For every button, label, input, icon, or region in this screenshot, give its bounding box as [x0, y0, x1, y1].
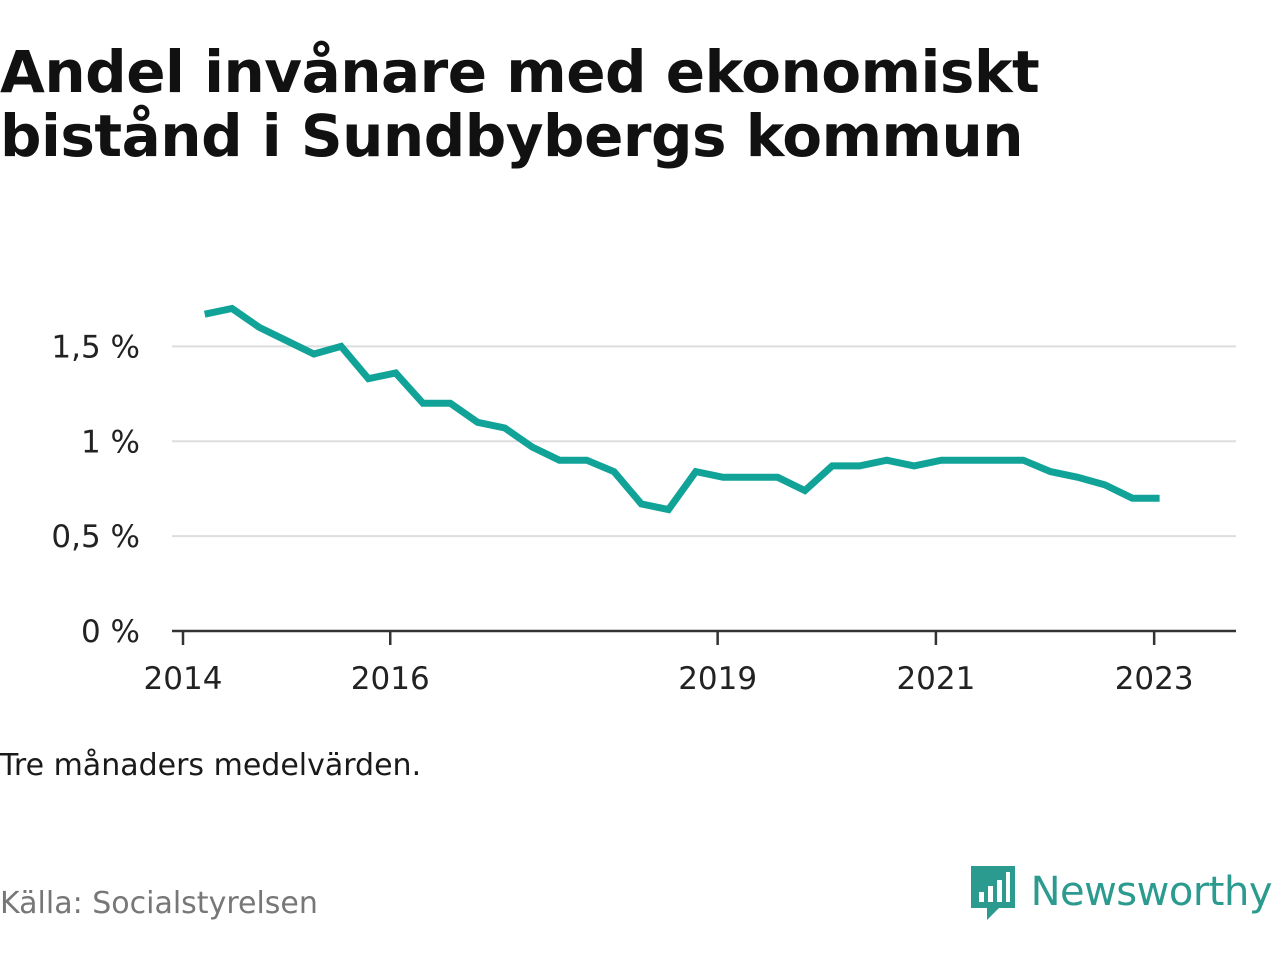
brand-logo: Newsworthy [967, 862, 1273, 922]
y-axis-tick-labels: 0 % 0,5 % 1 % 1,5 % [51, 329, 140, 650]
y-tick-label-1: 0,5 % [51, 519, 140, 555]
x-tick-label-4: 2023 [1115, 661, 1194, 697]
x-tick-label-1: 2016 [351, 661, 430, 697]
y-tick-label-0: 0 % [81, 614, 140, 650]
y-tick-label-3: 1,5 % [51, 329, 140, 365]
x-tick-label-2: 2019 [678, 661, 757, 697]
chart-title: Andel invånare med ekonomiskt bistånd i … [0, 38, 1040, 170]
chart-source: Källa: Socialstyrelsen [0, 886, 318, 921]
newsworthy-logo-icon [970, 866, 1015, 920]
x-tick-label-0: 2014 [144, 661, 223, 697]
y-tick-label-2: 1 % [81, 424, 140, 460]
x-axis-tick-labels: 2014 2016 2019 2021 2023 [144, 661, 1194, 697]
brand-name: Newsworthy [1030, 869, 1273, 915]
grid-lines [172, 345, 1236, 538]
x-axis [172, 629, 1236, 645]
x-tick-label-3: 2021 [896, 661, 975, 697]
series-line [203, 304, 1160, 514]
chart-note: Tre månaders medelvärden. [0, 748, 422, 783]
